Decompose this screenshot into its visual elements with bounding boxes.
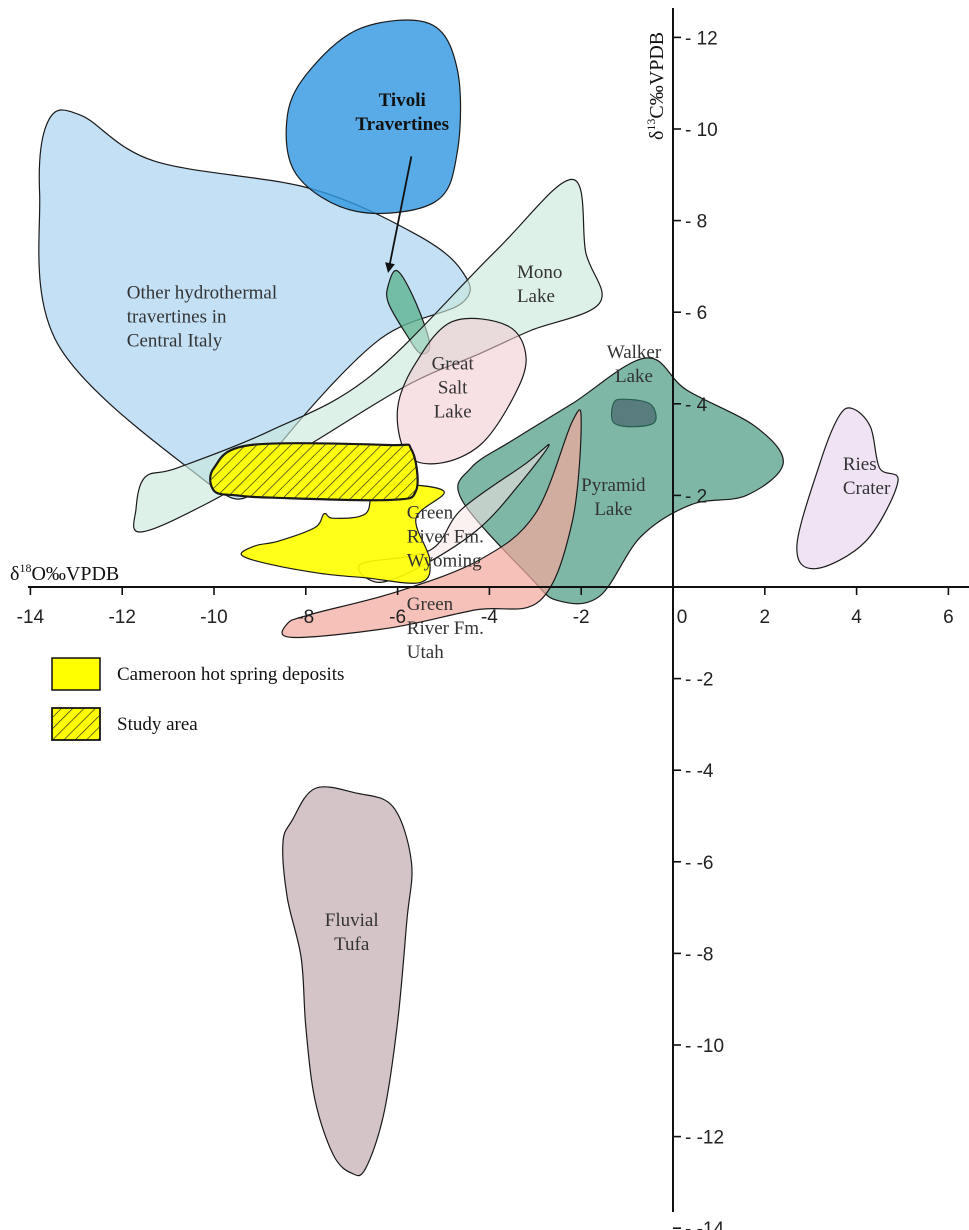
y-tick-label: - 2 [685,486,707,507]
label-ries-crater: Ries Crater [843,454,891,499]
y-tick-label: - 10 [685,120,718,141]
y-tick-label: - -12 [685,1128,724,1149]
axes-layer: -14 -12 -10 -8 -6 -4 -2 0 2 4 6 - -14 - -12 - -10 - -8… [10,8,969,1230]
legend-label-1: Cameroon hot spring deposits [117,664,344,685]
label-green-river-wyoming: Green River Fm. Wyoming [407,502,484,571]
region-ries-crater [796,407,899,570]
x-tick-label: 2 [760,607,771,628]
labels-layer: Other hydrothermal travertines in Central … [127,90,891,955]
x-tick-label: 6 [943,607,954,628]
x-tick-label: -8 [297,607,314,628]
region-great-salt-lake [396,317,527,465]
y-axis-title: δ13C‰VPDB [644,32,668,140]
legend-swatch-hatch [51,707,101,741]
y-tick-label: - -2 [685,670,714,691]
x-tick-label: -12 [108,607,135,628]
label-mono-lake: Mono Lake [517,262,562,307]
legend-layer: Cameroon hot spring deposits Study area [51,657,344,741]
y-tick-label: - 6 [685,303,707,324]
x-tick-label: -6 [389,607,406,628]
y-tick-label: - 8 [685,212,707,233]
x-tick-label: -2 [573,607,590,628]
y-tick-label: - -6 [685,853,714,874]
x-axis-title: δ18O‰VPDB [10,561,119,585]
label-other-hydrothermal: Other hydrothermal travertines in Central … [127,282,277,351]
regions-layer [38,19,899,1177]
y-tick-label: - -8 [685,944,714,965]
label-green-river-utah: Green River Fm. Utah [407,594,484,663]
y-tick-label: - -10 [685,1036,724,1057]
label-tivoli: Tivoli Travertines [355,90,449,135]
region-tivoli [285,19,462,215]
label-pyramid-lake: Pyramid Lake [581,475,646,520]
x-tick-label: 0 [677,607,688,628]
x-tick-label: -10 [200,607,227,628]
x-tick-label: -14 [17,607,45,628]
label-great-salt-lake: Great Salt Lake [432,353,475,422]
label-fluvial-tufa: Fluvial Tufa [325,910,379,955]
legend-swatch-1 [51,657,101,691]
x-tick-label: -4 [481,607,498,628]
region-other-hydrothermal [38,109,471,500]
tivoli-arrow [385,156,413,273]
legend-label-2: Study area [117,714,198,735]
y-tick-label: - 4 [685,395,708,416]
y-tick-label: - -14 [685,1219,725,1230]
x-tick-label: 4 [851,607,862,628]
label-walker-lake: Walker Lake [607,342,662,387]
y-tick-label: - 12 [685,28,718,49]
region-study-area-hatch [210,443,418,501]
region-mono-lake [133,178,603,533]
y-tick-label: - -4 [685,761,714,782]
region-fluvial-tufa [282,786,413,1177]
